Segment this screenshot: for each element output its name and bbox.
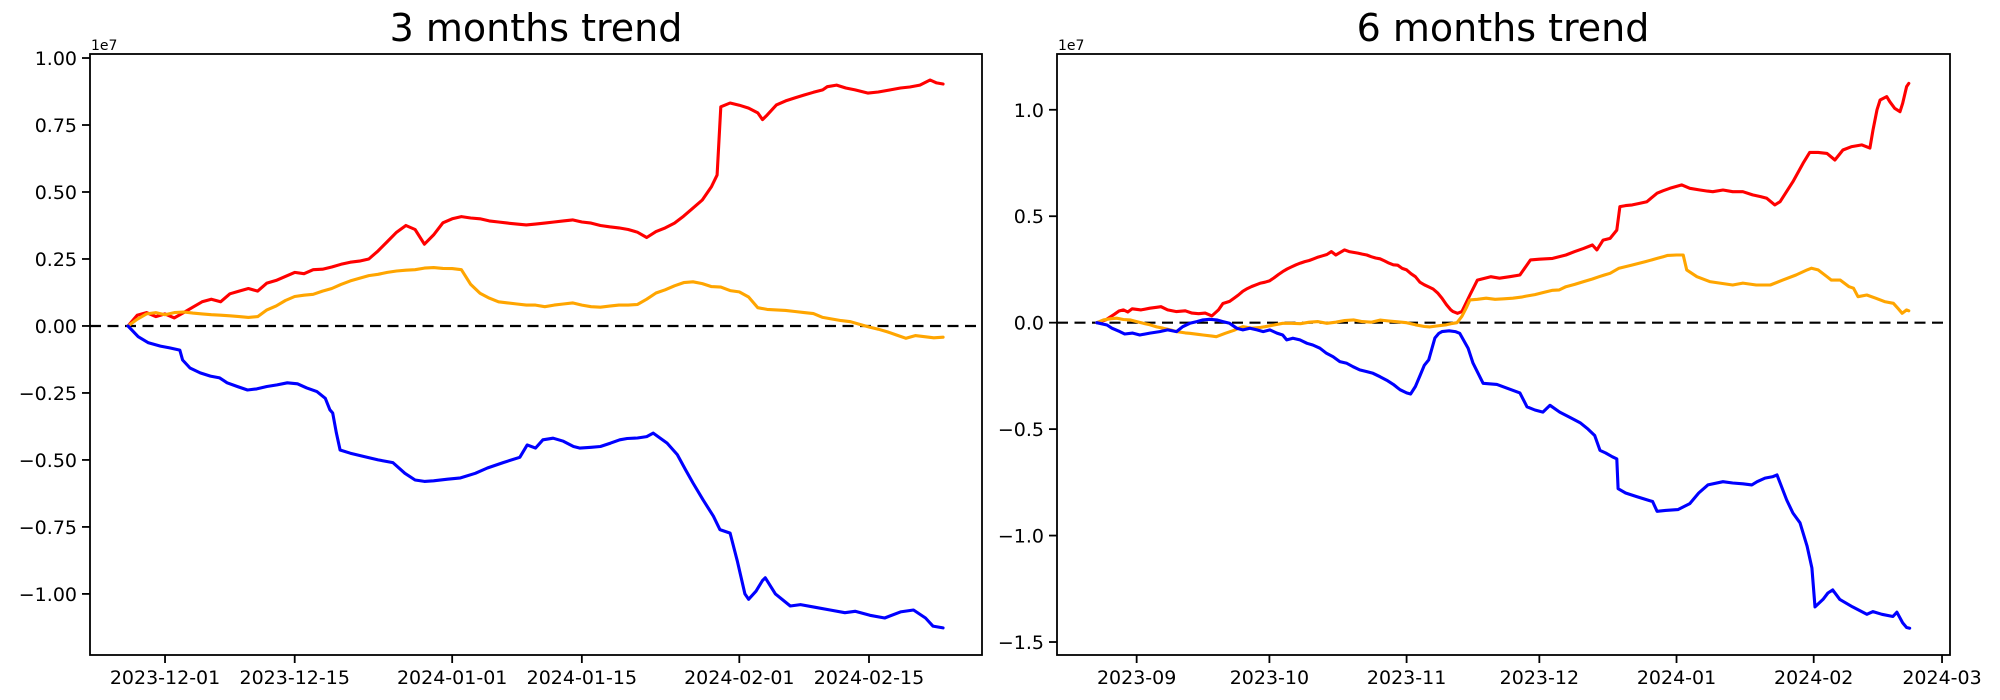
y-tick-label: −0.25 xyxy=(19,383,77,405)
x-tick-label: 2024-01-01 xyxy=(397,667,507,689)
series-red-line xyxy=(126,78,945,328)
x-tick-label: 2023-12 xyxy=(1500,667,1579,689)
chart-title-3-months: 3 months trend xyxy=(389,6,683,50)
x-tick-label: 2024-01-15 xyxy=(527,667,637,689)
y-tick-label: −0.5 xyxy=(998,419,1044,441)
y-tick-label: −1.0 xyxy=(998,526,1044,548)
y-tick-label: −1.5 xyxy=(998,632,1044,654)
series-blue-line xyxy=(126,324,945,630)
series-orange-line xyxy=(1095,253,1911,339)
y-tick-label: 1.0 xyxy=(1014,100,1044,122)
y-tick-label: 0.50 xyxy=(35,182,77,204)
x-tick-label: 2023-09 xyxy=(1097,667,1176,689)
x-tick-label: 2024-01 xyxy=(1637,667,1716,689)
x-tick-label: 2023-12-15 xyxy=(239,667,349,689)
plot-frame xyxy=(89,53,983,656)
x-tick-label: 2024-02-01 xyxy=(684,667,794,689)
y-tick-label: 0.0 xyxy=(1014,313,1044,335)
y-axis-offset-label: 1e7 xyxy=(91,38,117,54)
x-tick-label: 2023-12-01 xyxy=(110,667,220,689)
y-tick-label: 0.00 xyxy=(35,316,77,338)
y-axis-offset-label: 1e7 xyxy=(1058,38,1084,54)
x-tick-label: 2024-02-15 xyxy=(814,667,924,689)
y-tick-label: −1.00 xyxy=(19,584,77,606)
x-tick-label: 2023-10 xyxy=(1230,667,1309,689)
y-tick-label: −0.50 xyxy=(19,450,77,472)
series-orange-line xyxy=(126,266,945,340)
y-tick-label: −0.75 xyxy=(19,517,77,539)
series-blue-line xyxy=(1095,317,1912,630)
series-red-line xyxy=(1095,81,1911,325)
y-tick-label: 0.25 xyxy=(35,249,77,271)
y-tick-label: 1.00 xyxy=(35,48,77,70)
chart-title-6-months: 6 months trend xyxy=(1356,6,1650,50)
y-tick-label: 0.5 xyxy=(1014,206,1044,228)
plot-frame xyxy=(1056,53,1951,656)
x-tick-label: 2023-11 xyxy=(1367,667,1446,689)
y-tick-label: 0.75 xyxy=(35,115,77,137)
x-tick-label: 2024-02 xyxy=(1774,667,1853,689)
x-tick-label: 2024-03 xyxy=(1902,667,1981,689)
